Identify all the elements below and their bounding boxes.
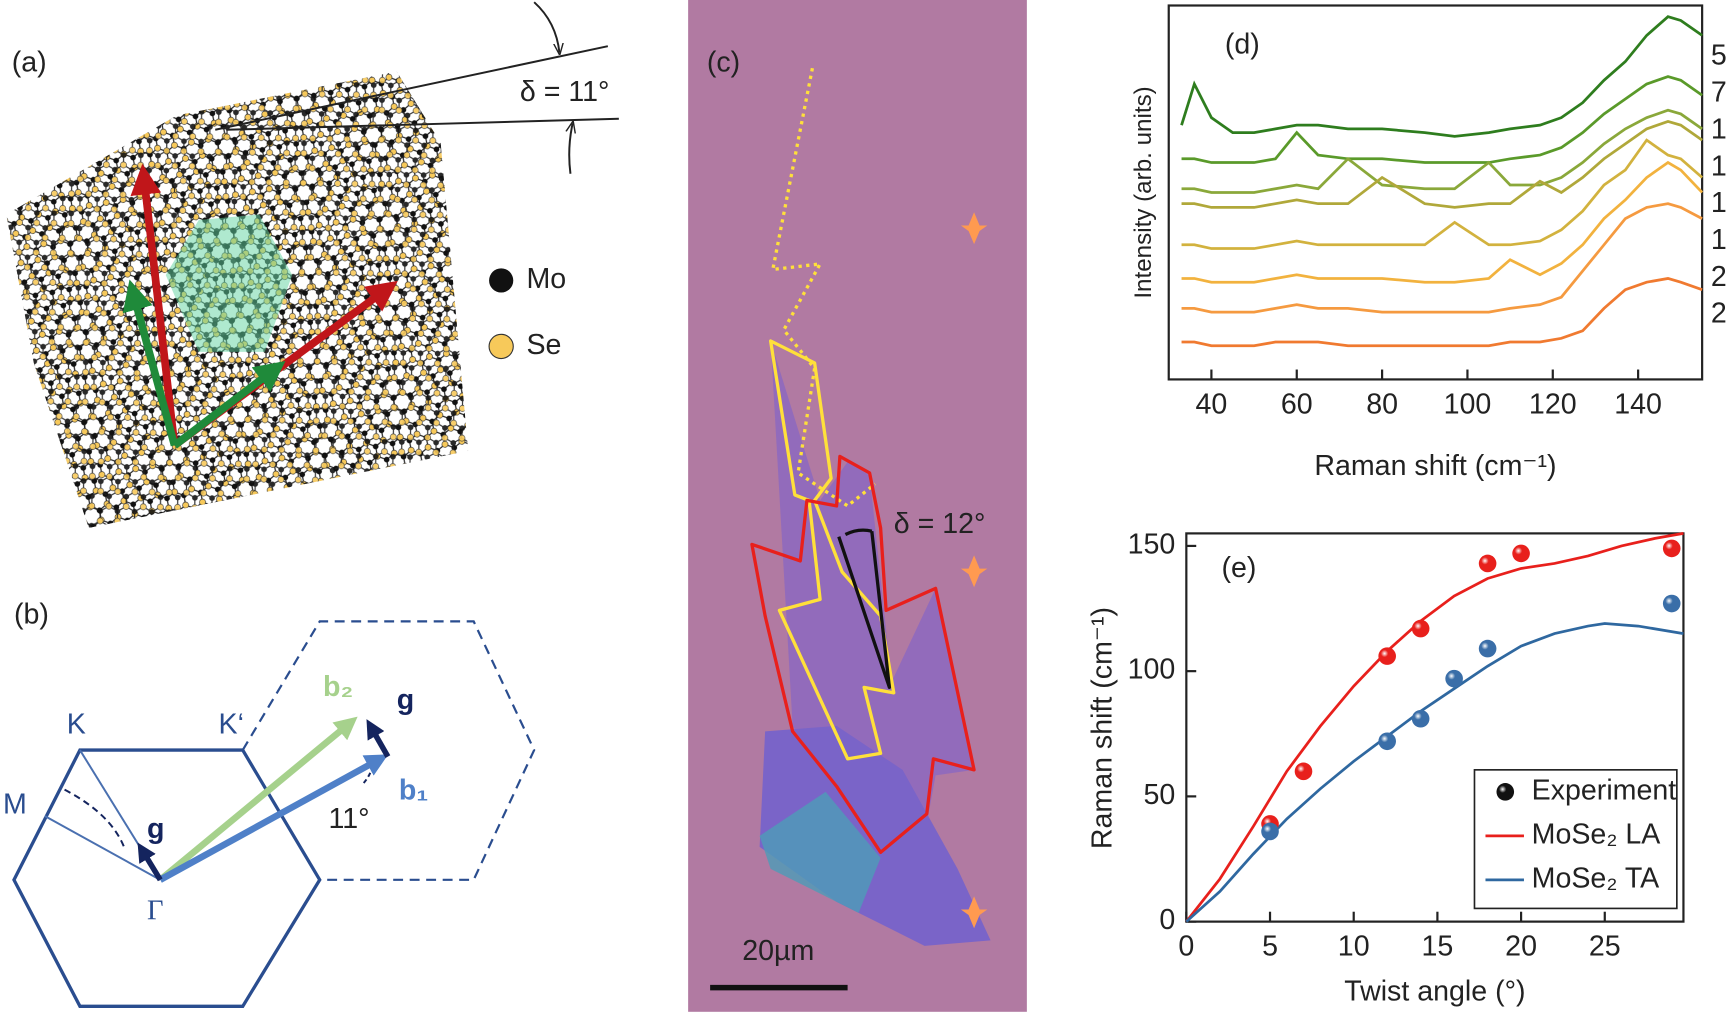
plot-frame [1185,532,1685,923]
data-point [1662,539,1681,558]
mo-swatch [489,268,514,293]
data-point [1445,669,1463,688]
outlines [750,67,976,854]
y-tick-label: 150 [1128,528,1176,560]
legend-label: 16° [1711,187,1726,219]
panel-b: (b) K K‘ M Γ g g b₂ b₁ 11° [3,598,536,1008]
x-tick-label: 10 [1338,931,1370,963]
y-tick-label: 0 [1159,904,1175,936]
x-tick-label: 60 [1281,388,1313,420]
spectrum [1181,202,1703,314]
vector-label: b₂ [323,671,353,703]
panel-label: (a) [12,46,47,78]
g-vector [137,842,163,882]
x-tick-label: 40 [1196,388,1228,420]
x-tick-label: 120 [1529,388,1577,420]
spectrum [1180,15,1703,138]
data-point [1294,762,1313,781]
legend-label: 7° [1711,77,1726,109]
b1-vector [158,754,389,883]
legend-label: 18° [1711,224,1726,256]
spectrum [1181,108,1703,194]
x-tick-label: 20 [1505,931,1537,963]
panel-label: (c) [707,46,740,78]
data-point [1378,732,1396,751]
legend-label: MoSe₂ LA [1532,818,1661,850]
vector-label: g [397,684,414,716]
point-label: M [3,789,27,821]
se-swatch [488,333,514,360]
x-tick-label: 5 [1262,931,1278,963]
spectrum [1181,160,1704,284]
vector-label: g [147,813,164,845]
legend-label: 14° [1711,150,1726,182]
x-tick-label: 25 [1589,931,1621,963]
model-line [1185,532,1684,923]
y-tick-label: 100 [1128,654,1176,686]
panel-label: (d) [1225,29,1260,61]
point-label: Γ [147,895,164,926]
x-tick-label: 0 [1178,931,1194,963]
angle-label: δ = 11° [520,76,610,108]
data-point [1662,594,1681,613]
x-tick-label: 15 [1421,931,1453,963]
legend-label: 29° [1711,298,1726,330]
y-axis-label: Raman shift (cm⁻¹) [1086,607,1118,849]
angle-lines [215,1,619,174]
panel-label: (e) [1222,552,1257,584]
x-tick-label: 140 [1614,388,1662,420]
x-tick-label: 100 [1444,388,1492,420]
supercell [165,214,293,352]
flake [759,791,881,913]
legend-label: Experiment [1532,774,1677,806]
panel-c: (c) δ = 12° 20µm [688,0,1027,1012]
data-point [1411,619,1430,638]
x-axis-label: Raman shift (cm⁻¹) [1314,450,1556,482]
point-label: K [67,708,86,740]
angle-label: δ = 12° [894,508,986,540]
x-axis-label: Twist angle (°) [1344,976,1525,1008]
data-point [1411,709,1430,728]
legend-label: 20° [1711,261,1726,293]
spectrum [1181,75,1703,164]
atom-label: Mo [526,263,566,295]
vector-label: b₁ [399,774,428,806]
vectors [122,163,398,449]
flake [759,725,991,946]
legend-label: MoSe₂ TA [1532,862,1660,894]
symmetry-lines [44,749,374,881]
data-point [1478,639,1497,658]
point-label: K‘ [219,708,244,740]
angle-label: 11° [329,803,370,835]
spectrum [1181,138,1704,250]
b2-vector [158,716,358,883]
legend-marker [1496,783,1515,801]
y-axis-label: Intensity (arb. units) [1130,86,1157,298]
spectrum [1181,119,1703,209]
spectrum [1181,277,1703,348]
markers [960,212,988,929]
y-tick-label: 50 [1144,779,1176,811]
legend: Experiment MoSe₂ LA MoSe₂ TA [1473,769,1678,910]
scale-label: 20µm [742,935,814,967]
data-point [1261,822,1279,841]
data-point [1478,554,1497,573]
legend-label: 12° [1711,113,1726,145]
legend-label: 5° [1711,40,1726,72]
data-point [1378,647,1396,665]
panel-label: (b) [14,598,49,630]
shifted-zone [241,620,536,881]
data-point [1512,544,1530,563]
x-tick-label: 80 [1366,388,1398,420]
g-vector [366,719,391,759]
panel-a: (a) δ = 11° Mo Se [6,1,619,528]
atom-label: Se [526,329,561,361]
